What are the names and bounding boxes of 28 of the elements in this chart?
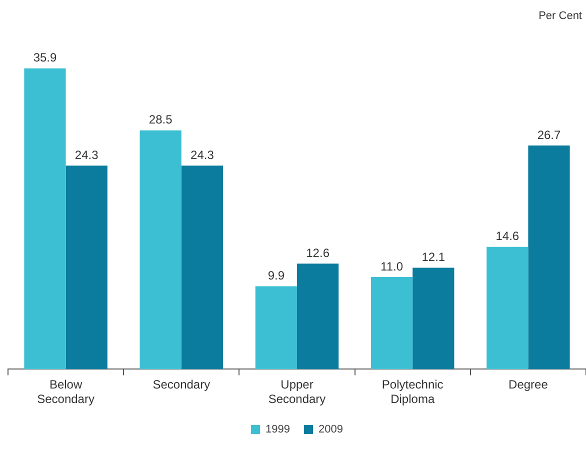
bar [412,268,454,370]
text: Per Cent [538,10,582,22]
data-label: 35.9 [33,50,57,65]
data-label: 24.3 [190,148,214,162]
data-label: 14.6 [496,229,520,244]
bar [140,130,182,370]
bar [486,246,528,370]
x-tick-label: Secondary [152,378,210,392]
data-label: 24.3 [74,148,99,162]
data-label: 11.0 [380,259,404,274]
x-tick-label: Degree [508,378,548,392]
data-label: 26.7 [537,128,562,142]
bar [297,264,339,370]
data-label: 12.1 [422,250,446,264]
x-tick-label: Polytechnic Diploma [382,378,444,406]
bar [255,286,297,370]
bar [24,68,66,370]
data-label: 9.9 [268,268,285,283]
data-label: 28.5 [148,112,173,127]
bar [370,277,413,370]
bar [181,166,224,370]
data-label: 12.6 [306,246,330,260]
legend-label: 2009 [318,424,343,436]
bar [528,145,570,370]
x-tick-label: Upper Secondary [268,378,326,406]
legend-label: 1999 [266,424,290,436]
x-tick-label: Below Secondary [37,378,94,406]
bar [66,166,108,370]
